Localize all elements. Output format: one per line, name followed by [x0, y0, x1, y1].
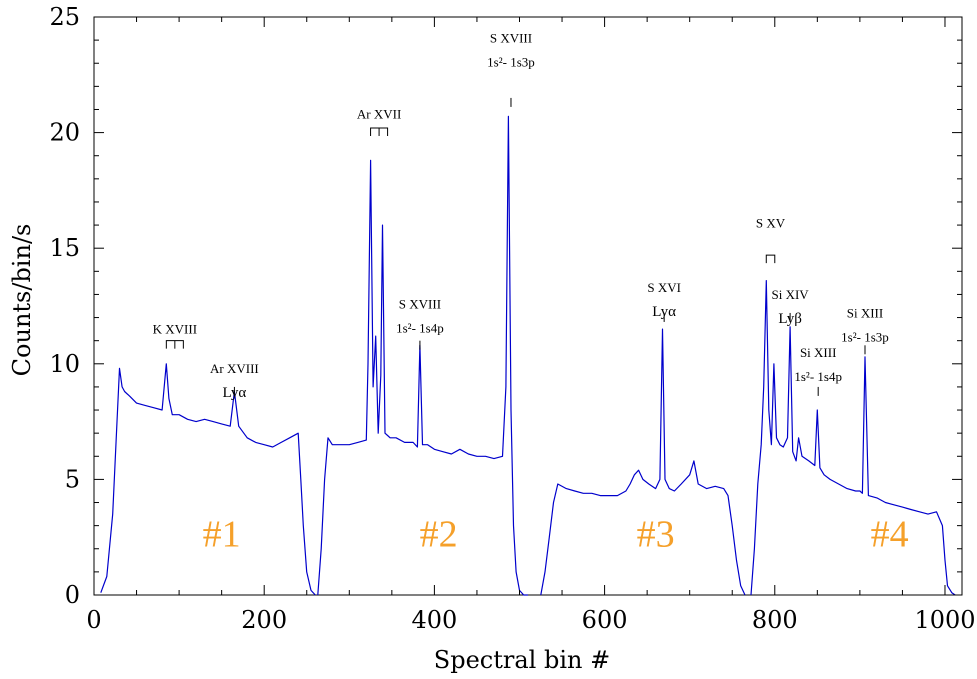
annotation-label: 1s²- 1s4p — [396, 320, 444, 335]
x-tick-label: 200 — [241, 606, 287, 634]
annotation-label: 1s²- 1s3p — [487, 54, 535, 69]
y-axis-title: Counts/bin/s — [8, 224, 36, 377]
line-annotation-sxv: S XV — [756, 215, 786, 264]
line-annotation-sxviii-b: S XVIII 1s²- 1s3p — [487, 30, 535, 107]
spectrum-segment-2 — [317, 115, 528, 596]
annotation-label: Ar XVII — [357, 107, 401, 122]
annotation-label: S XV — [756, 215, 786, 230]
annotation-label: Si XIII — [847, 306, 883, 321]
line-annotation-sxviii-a: S XVIII 1s²- 1s4p — [396, 296, 444, 350]
y-tick-label: 15 — [49, 234, 80, 262]
annotation-label: S XVI — [647, 280, 681, 295]
annotation-label: 1s²- 1s4p — [794, 369, 842, 384]
x-axis-title: Spectral bin # — [434, 646, 610, 674]
y-tick-label: 10 — [49, 350, 80, 378]
y-tick-label: 20 — [49, 119, 80, 147]
line-annotation-kxviii: K XVIII — [153, 322, 197, 349]
region-label: #4 — [871, 513, 909, 555]
region-label: #2 — [420, 513, 458, 555]
spectrum-series-group — [100, 115, 956, 596]
annotation-label: K XVIII — [153, 322, 197, 337]
line-annotation-arxvii: Ar XVII — [357, 107, 401, 136]
y-tick-label: 25 — [49, 3, 80, 31]
x-tick-label: 1000 — [914, 606, 975, 634]
region-label-group: #1 #2 #3 #4 — [203, 513, 909, 555]
line-annotation-sxvi: S XVI Lyα — [647, 280, 681, 322]
annotation-label: Lyα — [652, 304, 676, 320]
annotation-bracket — [765, 254, 776, 264]
region-label: #3 — [637, 513, 675, 555]
line-annotation-sixiii-b: Si XIII 1s²- 1s3p — [841, 306, 889, 355]
plot-frame — [93, 16, 963, 596]
plot-frame-group — [93, 16, 963, 596]
x-tick-label: 800 — [752, 606, 798, 634]
annotation-label: S XVIII — [399, 296, 441, 311]
spectrum-segment-1 — [100, 363, 316, 596]
line-annotation-sixiii-a: Si XIII 1s²- 1s4p — [794, 345, 842, 396]
annotation-label: S XVIII — [490, 30, 532, 45]
region-label: #1 — [203, 513, 241, 555]
spectrum-segment-3 — [540, 328, 746, 596]
x-tick-label: 0 — [86, 606, 101, 634]
spectrum-segment-4 — [750, 280, 956, 596]
x-tick-label: 400 — [411, 606, 457, 634]
y-tick-label: 5 — [65, 465, 80, 493]
tick-group: 0 200 400 600 800 1000 0 5 10 15 20 25 — [49, 3, 975, 634]
y-tick-label: 0 — [65, 581, 80, 609]
annotation-label: Si XIV — [772, 287, 810, 302]
annotation-label: Ar XVIII — [210, 361, 259, 376]
x-tick-label: 600 — [582, 606, 628, 634]
annotation-label: Si XIII — [800, 345, 836, 360]
annotation-label: 1s²- 1s3p — [841, 330, 889, 345]
